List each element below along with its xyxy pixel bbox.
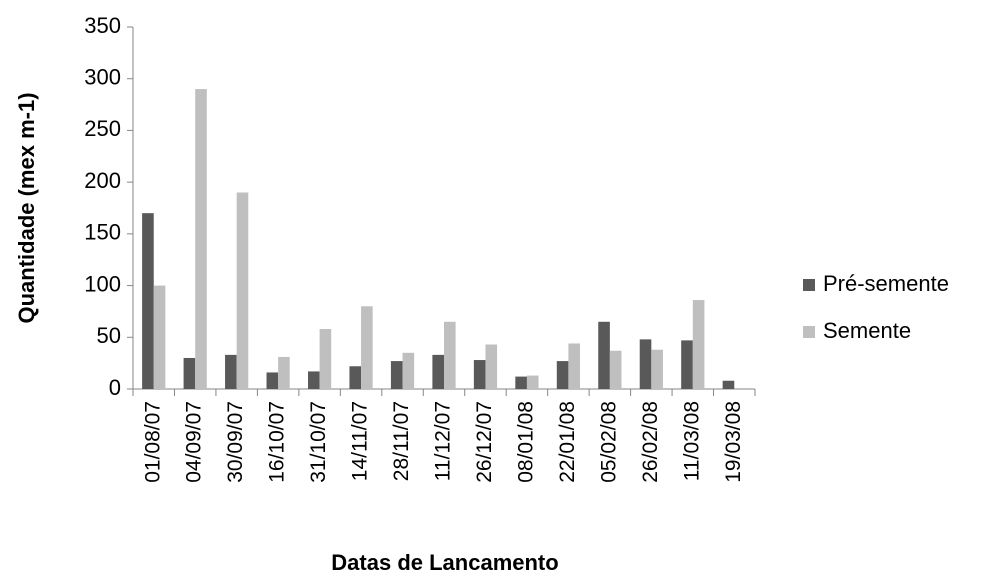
y-tick-label: 350	[84, 13, 121, 38]
x-tick-label: 11/03/08	[680, 401, 703, 481]
bar	[681, 340, 693, 389]
bar	[266, 372, 279, 389]
y-tick-label: 100	[84, 271, 121, 296]
bar	[390, 361, 403, 389]
x-tick-label: 26/02/08	[639, 401, 662, 483]
y-axis-title: Quantidade (mex m-1)	[14, 92, 39, 323]
bar	[319, 329, 332, 389]
bar	[142, 213, 154, 389]
bar	[485, 344, 498, 389]
bar	[402, 352, 415, 389]
bar	[307, 371, 320, 389]
bar	[609, 350, 622, 389]
x-tick-label: 14/11/07	[349, 401, 372, 481]
bar	[722, 380, 735, 389]
bar	[515, 376, 527, 389]
bar	[225, 354, 237, 389]
x-tick-label: 11/12/07	[432, 401, 455, 481]
bar	[639, 339, 652, 389]
y-tick-label: 50	[97, 323, 121, 348]
bar	[195, 89, 207, 390]
bar	[598, 321, 610, 389]
y-tick-label: 150	[84, 220, 121, 245]
x-tick-label: 01/08/07	[141, 401, 164, 483]
x-tick-label: 31/10/07	[307, 401, 330, 483]
x-tick-label: 05/02/08	[597, 401, 620, 483]
bar	[692, 300, 705, 389]
bar	[278, 356, 290, 389]
x-tick-label: 16/10/07	[266, 401, 289, 483]
x-tick-label: 30/09/07	[224, 401, 247, 483]
x-tick-label: 08/01/08	[514, 401, 537, 483]
x-axis-title: Datas de Lancamento	[331, 550, 558, 575]
x-tick-label: 22/01/08	[556, 401, 579, 483]
x-tick-label: 04/09/07	[183, 401, 206, 483]
x-tick-label: 26/12/07	[473, 401, 496, 483]
y-tick-label: 200	[84, 168, 121, 193]
x-tick-label: 19/03/08	[722, 401, 745, 483]
bar	[568, 343, 581, 389]
bar	[444, 321, 456, 389]
bar	[651, 349, 663, 389]
bar	[153, 285, 166, 389]
legend-label: Semente	[823, 318, 911, 343]
bar	[349, 366, 362, 389]
y-tick-label: 300	[84, 65, 121, 90]
bar	[526, 375, 539, 389]
bar	[473, 360, 486, 389]
bar	[236, 192, 249, 389]
legend-label: Pré-semente	[823, 271, 949, 296]
bar	[432, 354, 444, 389]
bar	[183, 357, 196, 389]
bar	[556, 361, 569, 389]
bar	[361, 306, 373, 389]
legend-swatch	[803, 326, 815, 338]
y-tick-label: 250	[84, 116, 121, 141]
y-tick-label: 0	[109, 375, 121, 400]
x-tick-label: 28/11/07	[390, 401, 413, 481]
legend-swatch	[803, 279, 815, 291]
